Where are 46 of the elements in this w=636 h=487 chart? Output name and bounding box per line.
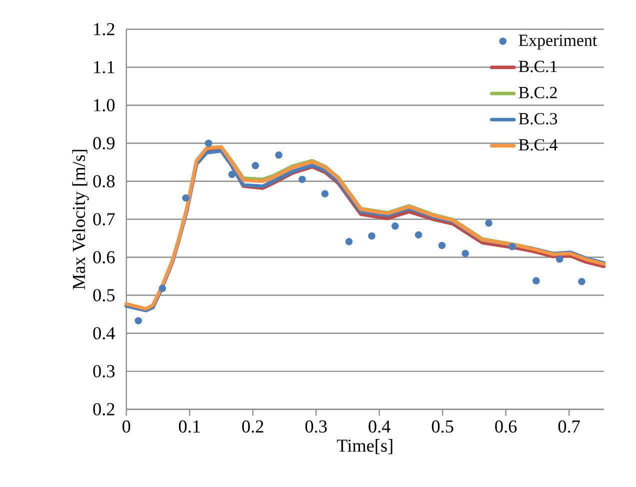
point: [438, 242, 446, 250]
point: [462, 250, 469, 257]
point: [204, 139, 212, 147]
x-tick-label: 0.4: [368, 420, 390, 433]
point: [532, 277, 540, 284]
point: [485, 219, 492, 227]
point: [298, 176, 306, 183]
point: [228, 170, 236, 178]
legend-label: B.C.4: [518, 139, 558, 151]
y-tick-label: 1.0: [94, 98, 115, 112]
legend-label: B.C.2: [518, 86, 557, 98]
point: [182, 194, 190, 202]
point: [556, 255, 564, 263]
y-tick-label: 0.8: [93, 174, 115, 188]
y-tick-label: 0.6: [93, 250, 115, 264]
x-tick-label: 0.6: [495, 420, 517, 433]
point: [392, 222, 399, 230]
point: [275, 151, 282, 159]
point: [508, 242, 516, 250]
y-tick-label: 0.2: [93, 402, 114, 416]
point: [345, 238, 353, 246]
x-tick-label: 0.2: [242, 420, 264, 433]
point: [414, 231, 422, 238]
x-tick-label: 0.1: [178, 420, 200, 433]
point: [368, 232, 376, 240]
point: [158, 284, 166, 292]
x-tick-label: 0.7: [558, 420, 580, 433]
point: [578, 278, 586, 286]
point: [134, 316, 142, 324]
y-tick-label: 1.1: [94, 60, 114, 74]
y-axis-title: Max Velocity [m/s]: [72, 150, 89, 290]
y-tick-label: 0.5: [93, 288, 115, 302]
x-tick-label: 0: [122, 420, 130, 433]
legend-label: Experiment: [518, 34, 597, 50]
x-axis-title: Time[s]: [336, 438, 392, 454]
x-tick-label: 0.3: [305, 420, 327, 433]
y-tick-label: 1.2: [94, 22, 114, 36]
y-tick-label: 0.7: [93, 212, 115, 226]
y-tick-label: 0.9: [93, 136, 115, 150]
y-tick-label: 0.3: [93, 364, 115, 378]
point: [252, 162, 260, 170]
legend-label: B.C.1: [518, 60, 557, 72]
x-tick-label: 0.5: [432, 420, 454, 433]
point: [321, 190, 329, 198]
legend-label: B.C.3: [518, 112, 558, 124]
y-tick-label: 0.4: [93, 326, 115, 340]
